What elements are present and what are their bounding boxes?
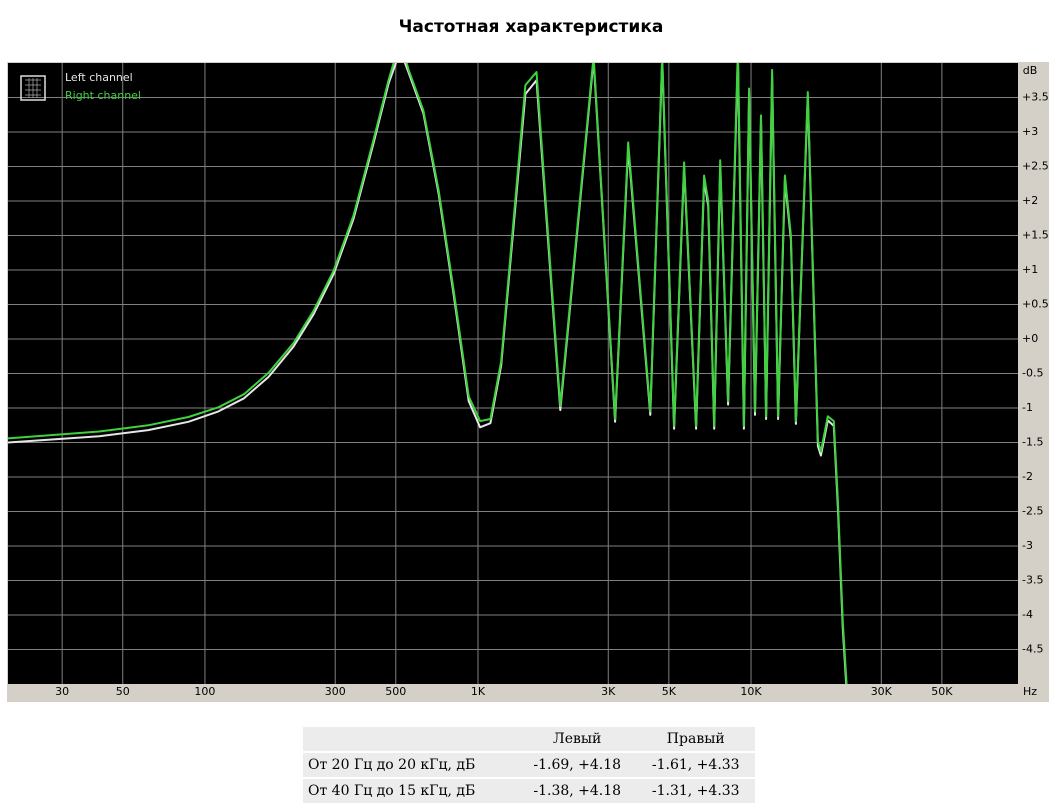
y-tick-label: -0.5: [1022, 367, 1043, 380]
table-cell: От 20 Гц до 20 кГц, дБ: [303, 751, 518, 778]
y-tick-label: -3.5: [1022, 574, 1043, 587]
table-cell: -1.38, +4.18: [517, 777, 637, 803]
y-tick-label: -4: [1022, 608, 1033, 621]
y-axis-label: dB: [1023, 64, 1038, 77]
x-tick-label: 50K: [931, 685, 953, 698]
y-tick-label: -2: [1022, 470, 1033, 483]
chart-title: Частотная характеристика: [399, 17, 664, 37]
legend-icon-grid: [25, 78, 41, 98]
y-tick-label: +3.5: [1022, 91, 1049, 104]
table-cell: -1.61, +4.33: [636, 751, 755, 778]
x-axis-label: Hz: [1023, 685, 1037, 698]
legend-label: Right channel: [65, 89, 141, 102]
x-tick-label: 500: [385, 685, 406, 698]
y-tick-label: -1.5: [1022, 436, 1043, 449]
x-tick-label: 50: [116, 685, 130, 698]
lines: [8, 63, 848, 684]
y-tick-label: -3: [1022, 539, 1033, 552]
x-tick-label: 30K: [871, 685, 893, 698]
y-tick-label: +3: [1022, 125, 1038, 138]
legend-icon: [20, 75, 46, 101]
chart: Частотная характеристика Left channel Ri…: [7, 17, 1049, 702]
legend: Left channel Right channel: [20, 71, 141, 102]
summary-table: Левый Правый От 20 Гц до 20 кГц, дБ -1.69,…: [303, 725, 755, 803]
y-tick-label: +2.5: [1022, 160, 1049, 173]
y-tick-label: +1.5: [1022, 229, 1049, 242]
y-tick-label: +0: [1022, 332, 1038, 345]
table-cell: -1.69, +4.18: [517, 751, 637, 778]
x-tick-label: 10K: [740, 685, 762, 698]
legend-label: Left channel: [65, 71, 133, 84]
x-tick-label: 1K: [471, 685, 486, 698]
x-tick-label: 30: [55, 685, 69, 698]
series-line: [8, 63, 848, 684]
x-tick-label: 300: [325, 685, 346, 698]
y-tick-label: -2.5: [1022, 505, 1043, 518]
x-tick-label: 5K: [662, 685, 677, 698]
x-tick-label: 100: [194, 685, 215, 698]
x-tick-label: 3K: [601, 685, 616, 698]
table-header: Левый: [517, 725, 637, 752]
table-cell: От 40 Гц до 15 кГц, дБ: [303, 777, 518, 803]
y-tick-label: +0.5: [1022, 298, 1049, 311]
table-cell: -1.31, +4.33: [636, 777, 755, 803]
grid: [8, 63, 1018, 684]
y-tick-label: +1: [1022, 263, 1038, 276]
table-header: Правый: [636, 725, 755, 752]
y-tick-label: -4.5: [1022, 643, 1043, 656]
y-tick-label: +2: [1022, 194, 1038, 207]
y-tick-label: -1: [1022, 401, 1033, 414]
